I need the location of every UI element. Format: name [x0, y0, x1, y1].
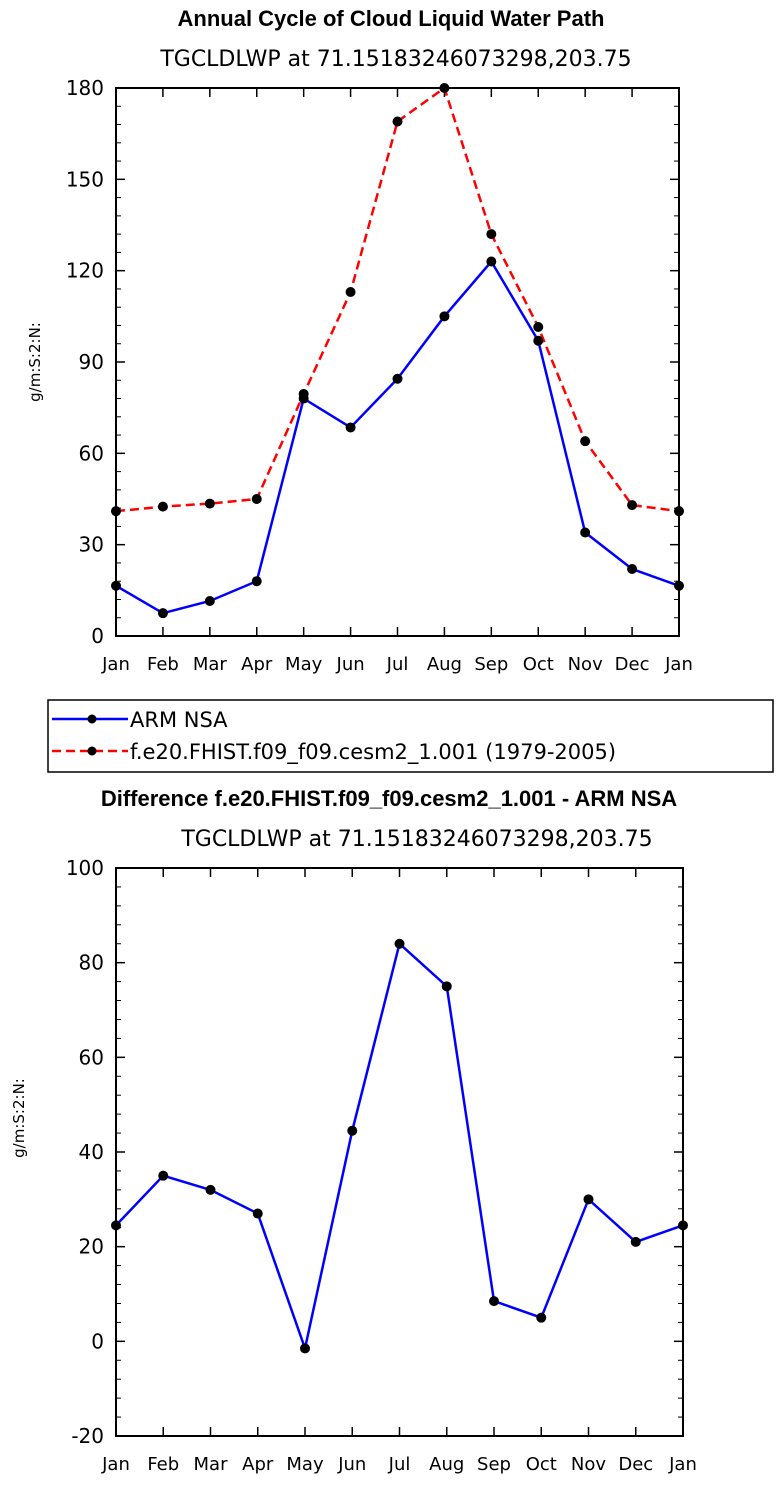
legend-label-cesm: f.e20.FHIST.f09_f09.cesm2_1.001 (1979-20… [130, 740, 616, 765]
x-tick-label: Aug [429, 1454, 464, 1475]
series-1-point [345, 286, 356, 297]
y-tick-label: 40 [79, 1140, 104, 1164]
chart2-ticks: Jan Feb Mar Apr May Jun Jul Aug Sep Oct Nov Dec Jan -… [66, 856, 697, 1475]
x-tick-label: Mar [194, 1454, 229, 1475]
y-tick-label: 180 [66, 76, 104, 100]
y-tick-label: 60 [79, 441, 104, 465]
series-0-point [489, 1296, 499, 1307]
y-tick-label: 30 [79, 533, 104, 557]
chart-annual-cycle: Annual Cycle of Cloud Liquid Water Path … [26, 6, 693, 675]
x-tick-label: Mar [193, 654, 228, 675]
x-tick-label: Sep [474, 654, 508, 675]
series-0-point [251, 576, 262, 587]
series-0-point [533, 335, 544, 346]
x-tick-label: Apr [242, 1454, 274, 1475]
series-1-point [157, 501, 168, 512]
series-0-point [441, 981, 452, 992]
chart1-title: Annual Cycle of Cloud Liquid Water Path [178, 6, 605, 31]
series-0-point [158, 1170, 169, 1181]
chart1-subtitle: TGCLDLWP at 71.15183246073298,203.75 [159, 47, 631, 72]
series-0-point [300, 1343, 310, 1354]
series-0-point [583, 1194, 594, 1205]
chart1-series [111, 83, 684, 619]
x-tick-label: Aug [427, 654, 462, 675]
chart2-title: Difference f.e20.FHIST.f09_f09.cesm2_1.0… [101, 786, 677, 811]
x-tick-label: Nov [568, 654, 603, 675]
chart2-ylabel: g/m:S:2:N: [10, 1078, 28, 1158]
legend-marker-cesm [87, 746, 97, 756]
series-0-point [536, 1312, 547, 1323]
y-tick-label: 80 [79, 951, 104, 975]
x-tick-label: May [285, 654, 323, 675]
x-tick-label: Jun [337, 1454, 366, 1475]
series-line-0 [115, 941, 684, 1354]
series-1-point [627, 500, 638, 511]
chart1-ylabel: g/m:S:2:N: [26, 322, 44, 402]
x-tick-label: Jan [101, 1454, 130, 1475]
y-tick-label: -20 [71, 1424, 104, 1448]
x-tick-label: Dec [618, 1454, 653, 1475]
series-1-point [298, 388, 309, 399]
y-tick-label: 120 [66, 259, 104, 283]
x-tick-label: Nov [571, 1454, 606, 1475]
chart1-legend: ARM NSA f.e20.FHIST.f09_f09.cesm2_1.001 … [47, 699, 774, 773]
legend-box [47, 699, 774, 773]
chart2-plot-frame [115, 867, 684, 1437]
x-tick-label: Sep [477, 1454, 511, 1475]
y-tick-label: 20 [79, 1235, 104, 1259]
x-tick-label: Jan [664, 654, 693, 675]
x-tick-label: Feb [147, 654, 179, 675]
series-1-point [251, 494, 262, 504]
series-0-point [205, 1184, 216, 1195]
y-tick-label: 90 [79, 350, 104, 374]
chart2-minor-ticks [116, 886, 683, 1418]
series-line-1 [115, 85, 680, 513]
chart1-plot-frame [115, 87, 680, 637]
series-0-point [630, 1236, 641, 1247]
y-tick-label: 0 [91, 1329, 104, 1353]
y-tick-label: 150 [66, 167, 104, 191]
y-tick-label: 100 [66, 856, 104, 880]
x-tick-label: Jul [386, 654, 409, 675]
x-tick-label: Dec [615, 654, 650, 675]
series-0-point [345, 422, 356, 433]
series-1-point [580, 436, 591, 447]
series-0-point [394, 938, 405, 949]
x-tick-label: Apr [241, 654, 273, 675]
y-tick-label: 60 [79, 1045, 104, 1069]
series-0-point [627, 564, 638, 575]
chart1-ticks: Jan Feb Mar Apr May Jun Jul Aug Sep Oct Nov Dec Jan 0… [66, 76, 693, 675]
series-1-point [392, 116, 403, 127]
series-1-point [533, 321, 544, 332]
series-1-point [486, 229, 497, 240]
series-line-0 [115, 259, 680, 615]
series-0-point [392, 373, 403, 384]
series-0-point [157, 608, 168, 619]
series-0-point [347, 1125, 358, 1136]
series-0-point [486, 256, 497, 267]
chart2-subtitle: TGCLDLWP at 71.15183246073298,203.75 [180, 827, 652, 852]
series-0-point [580, 527, 591, 538]
chart2-series [111, 938, 688, 1354]
legend-label-arm: ARM NSA [130, 708, 228, 732]
x-tick-label: May [286, 1454, 324, 1475]
series-0-point [204, 595, 215, 606]
y-tick-label: 0 [91, 624, 104, 648]
x-tick-label: Jan [668, 1454, 697, 1475]
x-tick-label: Jan [101, 654, 130, 675]
x-tick-label: Jul [388, 1454, 411, 1475]
legend-marker-arm [87, 714, 97, 724]
series-0-point [252, 1208, 263, 1219]
x-tick-label: Oct [526, 1454, 557, 1475]
series-0-point [439, 311, 450, 322]
x-tick-label: Oct [523, 654, 554, 675]
series-1-point [204, 498, 215, 509]
chart-difference: Difference f.e20.FHIST.f09_f09.cesm2_1.0… [10, 786, 697, 1475]
x-tick-label: Jun [336, 654, 365, 675]
x-tick-label: Feb [147, 1454, 179, 1475]
